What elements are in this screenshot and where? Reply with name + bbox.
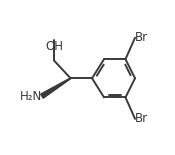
Text: Br: Br [135, 31, 148, 44]
Text: H₂N: H₂N [20, 90, 42, 103]
Text: OH: OH [45, 40, 63, 53]
Polygon shape [41, 78, 71, 98]
Text: Br: Br [135, 112, 148, 125]
